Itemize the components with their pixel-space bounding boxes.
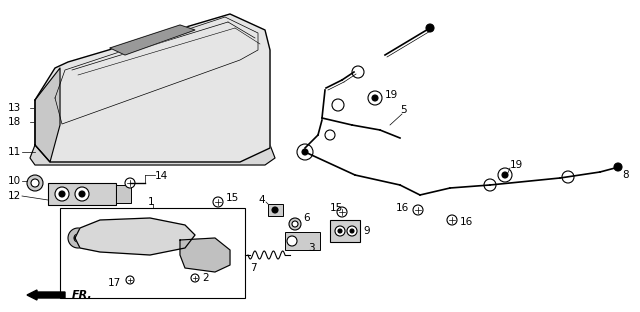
Circle shape xyxy=(202,249,208,255)
Text: 9: 9 xyxy=(363,226,370,236)
Circle shape xyxy=(332,99,344,111)
Text: 1: 1 xyxy=(148,197,155,207)
Bar xyxy=(268,204,283,216)
Text: 18: 18 xyxy=(8,117,21,127)
Circle shape xyxy=(368,91,382,105)
Bar xyxy=(60,208,245,298)
Polygon shape xyxy=(75,218,195,255)
Circle shape xyxy=(484,179,496,191)
Text: 5: 5 xyxy=(400,105,406,115)
Polygon shape xyxy=(30,145,275,165)
Circle shape xyxy=(126,276,134,284)
Circle shape xyxy=(562,171,574,183)
Circle shape xyxy=(498,168,512,182)
Text: 19: 19 xyxy=(385,90,398,100)
Circle shape xyxy=(203,141,217,155)
Text: 6: 6 xyxy=(303,213,310,223)
Text: 8: 8 xyxy=(622,170,628,180)
Circle shape xyxy=(53,118,59,124)
Circle shape xyxy=(614,163,622,171)
Text: 14: 14 xyxy=(155,171,168,181)
Circle shape xyxy=(27,175,43,191)
Bar xyxy=(48,183,116,205)
Circle shape xyxy=(272,207,278,213)
Circle shape xyxy=(67,143,77,153)
Text: 15: 15 xyxy=(330,203,343,213)
Circle shape xyxy=(447,215,457,225)
Text: 3: 3 xyxy=(308,243,315,253)
Text: 11: 11 xyxy=(8,147,21,157)
Circle shape xyxy=(426,24,434,32)
Text: 13: 13 xyxy=(8,103,21,113)
Circle shape xyxy=(337,207,347,217)
Circle shape xyxy=(198,245,212,259)
Text: 16: 16 xyxy=(396,203,409,213)
Circle shape xyxy=(287,236,297,246)
Circle shape xyxy=(352,66,364,78)
Circle shape xyxy=(297,144,313,160)
Circle shape xyxy=(125,178,135,188)
Circle shape xyxy=(55,187,69,201)
Bar xyxy=(330,220,360,242)
Text: 4: 4 xyxy=(258,195,264,205)
Circle shape xyxy=(74,234,82,242)
Text: 16: 16 xyxy=(460,217,473,227)
Polygon shape xyxy=(35,68,60,162)
Circle shape xyxy=(75,187,89,201)
Circle shape xyxy=(79,191,85,197)
Text: 19: 19 xyxy=(510,160,524,170)
Circle shape xyxy=(347,226,357,236)
Circle shape xyxy=(302,149,308,155)
Circle shape xyxy=(213,197,223,207)
Circle shape xyxy=(59,191,65,197)
Bar xyxy=(116,185,131,203)
Circle shape xyxy=(338,229,342,233)
Polygon shape xyxy=(110,25,195,55)
Circle shape xyxy=(372,95,378,101)
Text: 2: 2 xyxy=(202,273,209,283)
Text: 17: 17 xyxy=(108,278,121,288)
Circle shape xyxy=(350,229,354,233)
Circle shape xyxy=(207,145,213,151)
Text: 15: 15 xyxy=(226,193,239,203)
Circle shape xyxy=(53,103,61,111)
Circle shape xyxy=(31,179,39,187)
Circle shape xyxy=(289,218,301,230)
Circle shape xyxy=(502,172,508,178)
Circle shape xyxy=(292,221,298,227)
Circle shape xyxy=(191,274,199,282)
Text: FR.: FR. xyxy=(72,290,93,300)
Text: 12: 12 xyxy=(8,191,21,201)
Circle shape xyxy=(68,228,88,248)
Circle shape xyxy=(413,205,423,215)
Text: 10: 10 xyxy=(8,176,21,186)
Circle shape xyxy=(325,130,335,140)
Text: 7: 7 xyxy=(250,263,257,273)
Polygon shape xyxy=(180,238,230,272)
Bar xyxy=(285,232,320,250)
Circle shape xyxy=(335,226,345,236)
FancyArrow shape xyxy=(27,290,65,300)
Polygon shape xyxy=(35,14,270,162)
